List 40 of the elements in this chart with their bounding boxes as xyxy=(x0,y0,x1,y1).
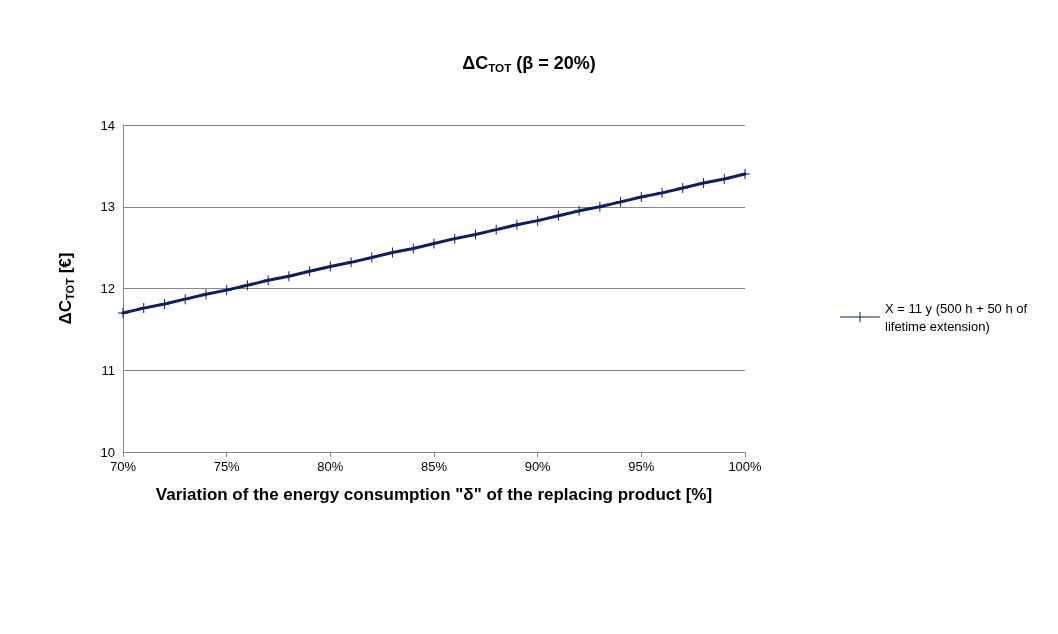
point xyxy=(263,275,274,286)
point xyxy=(118,308,128,319)
y-tick-label: 10 xyxy=(100,444,115,460)
point xyxy=(159,299,170,310)
point xyxy=(491,224,502,235)
point xyxy=(138,303,149,314)
point xyxy=(242,280,253,291)
y-tick-label: 13 xyxy=(100,199,115,215)
point xyxy=(574,205,585,216)
point xyxy=(698,178,709,189)
point xyxy=(180,294,191,305)
x-tick-label: 75% xyxy=(213,459,241,474)
point xyxy=(449,233,460,244)
point xyxy=(304,266,315,277)
y-tick-label: 12 xyxy=(100,281,115,296)
point xyxy=(511,219,522,230)
x-tick-label: 100% xyxy=(728,459,763,474)
point xyxy=(200,289,211,300)
point xyxy=(346,257,357,268)
x-axis-title: Variation of the energy consumption "δ" of the replacing product [%] xyxy=(155,485,713,504)
x-tick-label: 95% xyxy=(628,459,655,474)
y-tick-label: 11 xyxy=(101,362,115,378)
point xyxy=(553,210,564,221)
point xyxy=(283,271,294,282)
point xyxy=(532,215,543,226)
y-tick-label: 14 xyxy=(100,117,115,133)
point xyxy=(740,169,750,180)
point xyxy=(657,187,668,198)
point xyxy=(221,285,232,296)
point xyxy=(636,191,647,202)
x-tick-label: 80% xyxy=(317,459,344,474)
x-tick-label: 70% xyxy=(109,459,137,474)
x-tick-label: 90% xyxy=(524,459,552,474)
point xyxy=(594,201,605,212)
point xyxy=(615,196,626,207)
legend-label: X = 11 y (500 h + 50 h of lifetime extension) xyxy=(885,300,1031,334)
point xyxy=(366,252,377,263)
point xyxy=(719,173,730,184)
x-tick-label: 85% xyxy=(420,459,448,474)
point xyxy=(677,182,688,193)
